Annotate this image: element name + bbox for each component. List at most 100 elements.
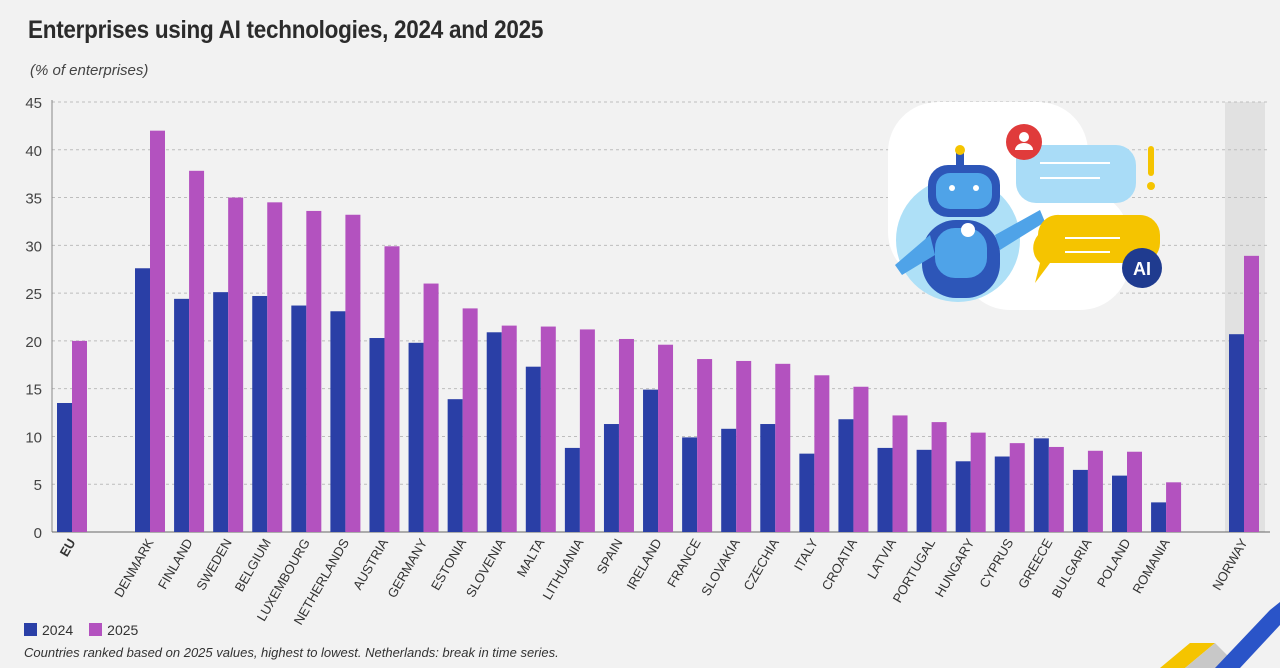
x-tick-label-ireland: IRELAND <box>623 536 664 592</box>
bar-portugal-2024 <box>916 449 932 532</box>
x-tick-label-greece: GREECE <box>1015 536 1056 591</box>
bar-greece-2025 <box>1048 446 1064 532</box>
bar-sweden-2025 <box>228 197 244 533</box>
bar-croatia-2024 <box>838 419 854 532</box>
bar-romania-2024 <box>1151 502 1167 532</box>
bar-latvia-2025 <box>892 415 908 532</box>
bar-finland-2024 <box>174 298 190 532</box>
bar-slovenia-2024 <box>486 332 502 532</box>
x-tick-label-latvia: LATVIA <box>864 536 899 582</box>
bar-romania-2025 <box>1166 482 1182 532</box>
x-tick-label-sweden: SWEDEN <box>193 536 235 593</box>
x-tick-label-slovakia: SLOVAKIA <box>698 536 743 599</box>
bar-slovenia-2025 <box>501 325 517 532</box>
x-tick-label-lithuania: LITHUANIA <box>540 536 587 603</box>
bar-italy-2025 <box>814 375 830 532</box>
bar-czechia-2024 <box>760 424 776 532</box>
y-tick-label: 0 <box>34 525 42 542</box>
legend-swatch-2024 <box>24 623 37 636</box>
bar-poland-2024 <box>1112 475 1127 532</box>
ai-badge: AI <box>1133 259 1151 279</box>
bar-ireland-2025 <box>658 344 674 532</box>
bar-hungary-2024 <box>955 461 971 532</box>
y-tick-label: 15 <box>25 382 42 399</box>
bar-netherlands-2025 <box>345 214 361 532</box>
robot-chat-illustration: AI <box>888 102 1162 310</box>
x-tick-label-france: FRANCE <box>664 536 704 590</box>
bar-lithuania-2025 <box>579 329 595 532</box>
chart-title: Enterprises using AI technologies, 2024 … <box>28 16 544 44</box>
x-tick-label-norway: NORWAY <box>1209 536 1251 593</box>
y-tick-label: 30 <box>25 238 42 255</box>
x-tick-label-malta: MALTA <box>514 536 548 580</box>
bar-poland-2025 <box>1127 451 1142 532</box>
bar-cyprus-2024 <box>994 456 1010 532</box>
bar-lithuania-2024 <box>564 447 580 532</box>
bar-eu-2025 <box>72 340 87 532</box>
x-tick-label-austria: AUSTRIA <box>350 536 391 593</box>
bar-estonia-2025 <box>462 308 478 532</box>
x-tick-label-germany: GERMANY <box>384 536 430 601</box>
bar-finland-2025 <box>189 170 205 533</box>
bar-spain-2025 <box>618 338 634 532</box>
x-tick-label-eu: EU <box>57 536 79 559</box>
x-tick-label-denmark: DENMARK <box>111 536 157 600</box>
bar-bulgaria-2025 <box>1087 450 1103 532</box>
bar-germany-2025 <box>423 283 439 532</box>
bar-ireland-2024 <box>643 389 659 532</box>
bar-croatia-2025 <box>853 386 869 532</box>
x-tick-label-cyprus: CYPRUS <box>976 536 1016 591</box>
y-tick-label: 20 <box>25 334 42 351</box>
x-tick-label-romania: ROMANIA <box>1129 536 1172 596</box>
bar-netherlands-2024 <box>330 311 346 532</box>
x-tick-label-spain: SPAIN <box>594 536 626 576</box>
legend-swatch-2025 <box>89 623 103 636</box>
x-tick-label-bulgaria: BULGARIA <box>1049 536 1095 601</box>
x-tick-label-italy: ITALY <box>791 536 821 573</box>
x-tick-label-slovenia: SLOVENIA <box>463 536 509 600</box>
bar-eu-2024 <box>57 403 72 532</box>
bar-austria-2025 <box>384 246 400 533</box>
bar-cyprus-2025 <box>1009 443 1025 532</box>
bar-belgium-2024 <box>252 295 268 532</box>
bar-france-2025 <box>697 359 713 532</box>
bar-belgium-2025 <box>267 202 283 533</box>
legend-label-2025: 2025 <box>107 622 139 638</box>
bar-norway-2025 <box>1244 255 1259 532</box>
bar-denmark-2024 <box>135 268 150 532</box>
bar-portugal-2025 <box>931 422 947 532</box>
bar-norway-2024 <box>1229 334 1244 532</box>
bar-denmark-2025 <box>150 130 165 532</box>
corner-logo-decoration <box>1160 602 1280 668</box>
x-tick-label-croatia: CROATIA <box>819 536 861 593</box>
x-tick-label-czechia: CZECHIA <box>740 536 782 593</box>
y-tick-label: 40 <box>25 143 42 160</box>
bar-czechia-2025 <box>775 363 791 532</box>
y-tick-label: 35 <box>25 191 42 208</box>
chart-subtitle: (% of enterprises) <box>30 62 149 79</box>
bar-italy-2024 <box>799 453 815 532</box>
bar-austria-2024 <box>369 338 385 532</box>
bar-luxembourg-2024 <box>291 305 307 532</box>
y-tick-label: 25 <box>25 286 42 303</box>
bar-latvia-2024 <box>877 447 893 532</box>
footnote: Countries ranked based on 2025 values, h… <box>24 645 559 660</box>
x-tick-label-hungary: HUNGARY <box>932 536 978 600</box>
y-tick-label: 5 <box>34 477 42 494</box>
x-tick-label-estonia: ESTONIA <box>428 536 470 593</box>
bar-hungary-2025 <box>970 432 986 532</box>
legend-item-2025: 2025 <box>89 622 138 638</box>
x-tick-label-finland: FINLAND <box>155 536 196 592</box>
y-tick-label: 45 <box>25 95 42 112</box>
legend-item-2024: 2024 <box>24 622 73 638</box>
legend-label-2024: 2024 <box>42 622 74 638</box>
bar-estonia-2024 <box>447 399 463 532</box>
y-tick-label: 10 <box>25 429 42 446</box>
bar-luxembourg-2025 <box>306 210 322 532</box>
x-tick-label-belgium: BELGIUM <box>232 536 274 594</box>
bar-bulgaria-2024 <box>1072 469 1088 532</box>
bar-malta-2025 <box>540 326 556 532</box>
bar-germany-2024 <box>408 342 424 532</box>
bar-malta-2024 <box>525 366 541 532</box>
